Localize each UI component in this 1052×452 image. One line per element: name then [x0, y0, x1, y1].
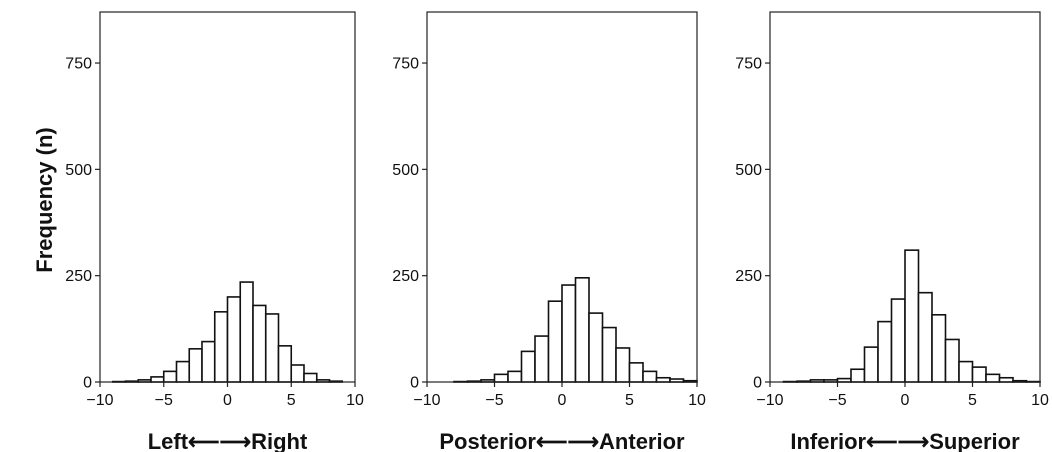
y-tick-label: 250: [392, 268, 419, 285]
histogram-bar: [201, 340, 216, 383]
histogram-bar: [264, 313, 280, 383]
y-tick-label: 500: [65, 162, 92, 179]
y-tick-label: 0: [753, 375, 762, 392]
histogram-bar: [615, 347, 631, 383]
histogram-bar: [998, 376, 1014, 383]
x-tick-label: −10: [413, 392, 440, 409]
histogram-bar: [493, 373, 509, 383]
histogram-bar: [213, 311, 229, 383]
histogram-bar: [290, 364, 305, 383]
y-tick-label: 500: [735, 162, 762, 179]
x-tick-label: 5: [625, 392, 634, 409]
y-tick-label: 500: [392, 162, 419, 179]
x-tick-label: −5: [155, 392, 173, 409]
y-tick-label: 750: [392, 56, 419, 73]
histogram-bar: [944, 338, 960, 383]
histogram-bar: [534, 335, 550, 383]
histogram-posterior-anterior: 0 250 500 750 −10 −5 0 5 10 Posterior⟵⟶Anterior: [392, 11, 706, 452]
histogram-bar: [655, 376, 671, 383]
x-axis-title: Left⟵⟶Right: [148, 429, 308, 452]
histogram-bar: [985, 373, 1001, 383]
histogram-bar: [520, 350, 536, 383]
histogram-bar: [877, 320, 893, 383]
y-tick-label: 0: [83, 375, 92, 392]
x-tick-label: 0: [223, 392, 232, 409]
x-tick-label: 5: [287, 392, 296, 409]
histogram-bar: [850, 368, 866, 383]
y-tick-label: 0: [410, 375, 419, 392]
histogram-bar: [252, 304, 267, 383]
histogram-left-right: 0 250 500 750 −10 −5 0 5 10 Left⟵⟶Right: [65, 11, 364, 452]
histogram-bar: [904, 249, 920, 383]
histogram-bar: [890, 298, 906, 383]
y-tick-label: 250: [65, 268, 92, 285]
histogram-bar: [547, 300, 563, 383]
histogram-bar: [239, 281, 254, 383]
histogram-bar: [574, 277, 590, 383]
x-tick-label: 0: [901, 392, 910, 409]
x-tick-label: 5: [968, 392, 977, 409]
histogram-bar: [226, 296, 242, 383]
histogram-bar: [507, 370, 523, 383]
histogram-bar: [628, 362, 644, 383]
x-axis-title: Inferior⟵⟶Superior: [790, 429, 1020, 452]
histogram-bar: [188, 348, 203, 383]
x-tick-label: −10: [86, 392, 113, 409]
histogram-bar: [588, 312, 604, 383]
histogram-bar: [150, 376, 165, 383]
histogram-bar: [162, 370, 178, 383]
x-tick-label: 10: [346, 392, 364, 409]
histogram-bar: [277, 345, 293, 383]
x-tick-label: 0: [558, 392, 567, 409]
histogram-bar: [971, 366, 987, 383]
y-tick-label: 750: [65, 56, 92, 73]
x-axis-title: Posterior⟵⟶Anterior: [439, 429, 685, 452]
histogram-bar: [917, 291, 933, 383]
x-tick-label: −5: [828, 392, 846, 409]
y-tick-label: 750: [735, 56, 762, 73]
y-tick-label: 250: [735, 268, 762, 285]
x-tick-label: 10: [688, 392, 706, 409]
histogram-bar: [175, 360, 191, 383]
histogram-bar: [561, 284, 577, 383]
histogram-bar: [931, 314, 947, 383]
x-tick-label: 10: [1031, 392, 1049, 409]
histogram-bar: [642, 370, 658, 383]
histogram-bar: [601, 326, 617, 383]
histogram-inferior-superior: 0 250 500 750 −10 −5 0 5 10 Inferior⟵⟶Superior: [735, 11, 1049, 452]
y-axis-title: Frequency (n): [32, 127, 57, 272]
histogram-bar: [958, 360, 974, 383]
x-tick-label: −5: [485, 392, 503, 409]
histogram-bar: [863, 346, 879, 383]
x-tick-label: −10: [756, 392, 783, 409]
histogram-bar: [303, 372, 318, 383]
